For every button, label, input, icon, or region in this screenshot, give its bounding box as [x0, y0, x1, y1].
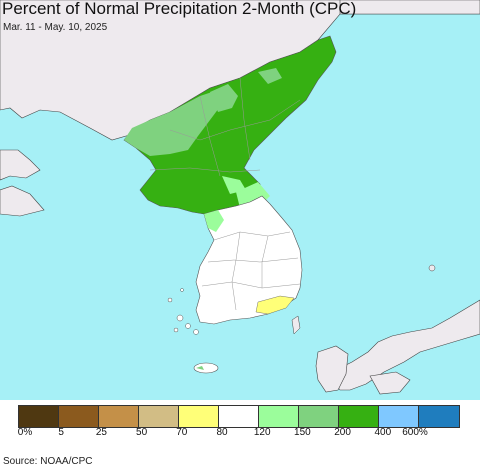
legend-tick-label: 150 — [294, 427, 311, 438]
legend-tick-label: 5 — [58, 427, 64, 438]
jeju-green-spot — [196, 366, 204, 370]
legend-tick-label: 600% — [402, 427, 428, 438]
legend-swatch-5 — [219, 406, 259, 427]
source-note: Source: NOAA/CPC — [3, 456, 93, 467]
legend-swatch-8 — [339, 406, 379, 427]
nk-light-green-north — [210, 84, 238, 112]
legend-tick-label: 70 — [176, 427, 188, 438]
legend-tick-label: 50 — [136, 427, 148, 438]
page-title: Percent of Normal Precipitation 2-Month … — [2, 0, 357, 18]
sw-islands — [167, 288, 199, 335]
japan-kyushu — [315, 345, 349, 393]
legend-swatch-3 — [139, 406, 179, 427]
legend-swatch-6 — [259, 406, 299, 427]
china-coast-south — [0, 185, 45, 217]
precipitation-map — [0, 0, 480, 400]
date-range: Mar. 11 - May. 10, 2025 — [3, 22, 108, 33]
legend-swatches — [18, 405, 460, 428]
jeju-island — [193, 362, 219, 374]
china-coast-east — [0, 149, 41, 181]
legend-swatch-4 — [179, 406, 219, 427]
legend-tick-label: 25 — [95, 427, 107, 438]
legend-swatch-1 — [59, 406, 99, 427]
legend-tick-label: 0% — [17, 427, 33, 438]
legend-swatch-0 — [19, 406, 59, 427]
sk-yellow-dry — [255, 295, 295, 315]
nk-light-green-west — [124, 90, 222, 156]
legend-tick-label: 200 — [334, 427, 351, 438]
legend: 0% 5 25 50 70 80 120 150 200 400 600% Source: NOAA… — [0, 400, 480, 470]
nk-light-green-ne — [258, 68, 282, 84]
legend-swatch-7 — [299, 406, 339, 427]
tsushima — [291, 315, 301, 335]
japan-shikoku — [369, 371, 411, 395]
dmz-pale-green-2 — [222, 176, 246, 194]
legend-swatch-9 — [379, 406, 419, 427]
russia-coast — [339, 0, 480, 15]
ulleung-island — [428, 264, 436, 272]
sk-pale-green — [204, 210, 224, 232]
legend-tick-label: 120 — [253, 427, 271, 438]
legend-tick-label: 80 — [216, 427, 228, 438]
legend-swatch-10 — [419, 406, 459, 427]
legend-tick-label: 400 — [374, 427, 392, 438]
province-borders — [149, 77, 301, 311]
legend-swatch-2 — [99, 406, 139, 427]
